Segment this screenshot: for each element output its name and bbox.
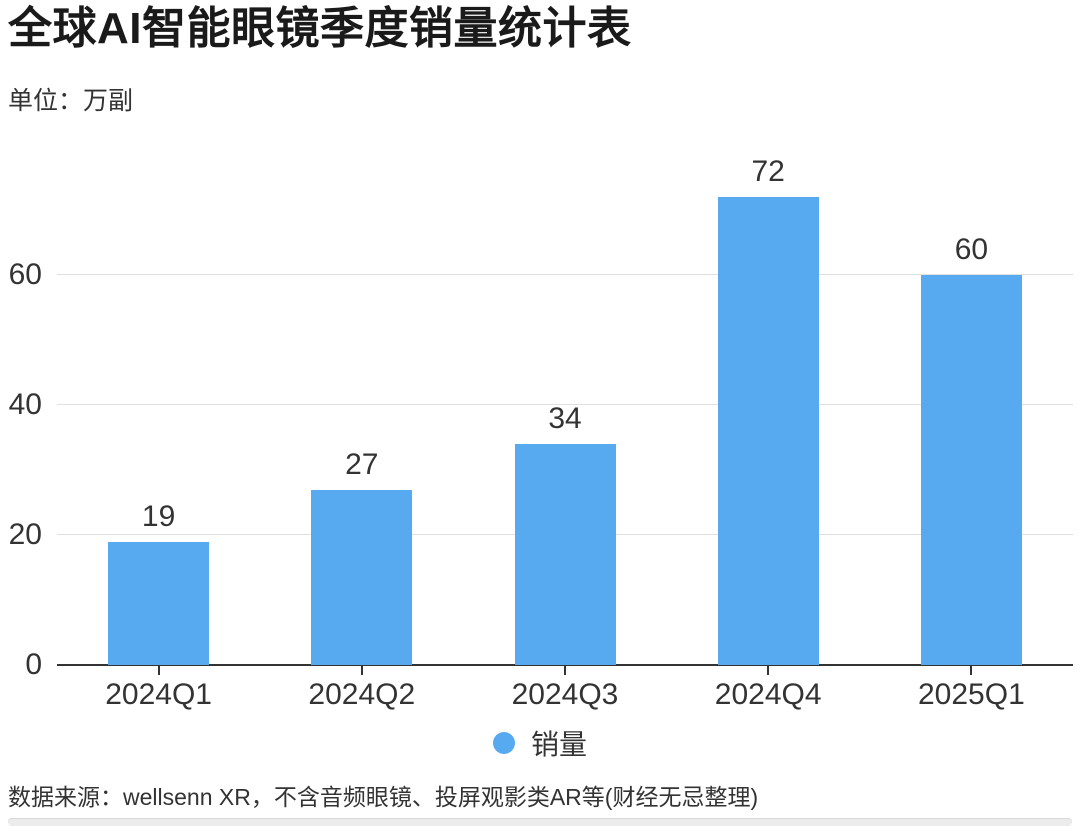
bar-2024Q4 <box>717 197 819 665</box>
bar-value-label: 72 <box>751 155 785 188</box>
legend-label: 销量 <box>530 729 587 760</box>
x-axis-label: 2025Q1 <box>918 678 1025 711</box>
x-axis-tick <box>564 666 566 675</box>
y-axis-label: 60 <box>8 258 42 291</box>
x-axis-tick <box>970 666 973 675</box>
bar-value-label: 34 <box>548 402 582 435</box>
bottom-divider-bar <box>8 818 1072 826</box>
x-axis-tick <box>767 666 770 675</box>
y-axis-label: 0 <box>25 648 42 681</box>
gridline-40 <box>57 404 1073 405</box>
bar-2024Q3 <box>514 444 616 665</box>
bar-2024Q2 <box>311 489 413 665</box>
page-title: 全球AI智能眼镜季度销量统计表 <box>8 4 632 53</box>
legend: 销量 <box>0 725 1080 761</box>
x-axis-line <box>57 664 1073 666</box>
bar-chart: 0 20 40 60 19 2024Q1 27 2024Q2 34 2024Q3 72 2024Q4 6… <box>0 140 1080 726</box>
x-axis-tick <box>360 666 363 675</box>
unit-label: 单位：万副 <box>8 87 134 115</box>
gridline-60 <box>57 274 1073 275</box>
x-axis-label: 2024Q3 <box>511 678 619 711</box>
legend-dot-icon <box>492 732 515 754</box>
y-axis-label: 40 <box>8 388 42 421</box>
x-axis-label: 2024Q4 <box>714 678 822 711</box>
y-axis-label: 20 <box>8 518 42 551</box>
bar-2025Q1 <box>920 275 1022 665</box>
source-note: 数据来源：wellsenn XR，不含音频眼镜、投屏观影类AR等(财经无忌整理) <box>8 784 759 810</box>
bar-2024Q1 <box>108 541 210 665</box>
x-axis-tick <box>157 666 160 675</box>
bar-value-label: 27 <box>345 447 379 481</box>
bar-value-label: 60 <box>954 233 989 266</box>
bar-value-label: 19 <box>141 499 176 533</box>
x-axis-label: 2024Q1 <box>105 678 212 711</box>
x-axis-label: 2024Q2 <box>308 678 416 711</box>
